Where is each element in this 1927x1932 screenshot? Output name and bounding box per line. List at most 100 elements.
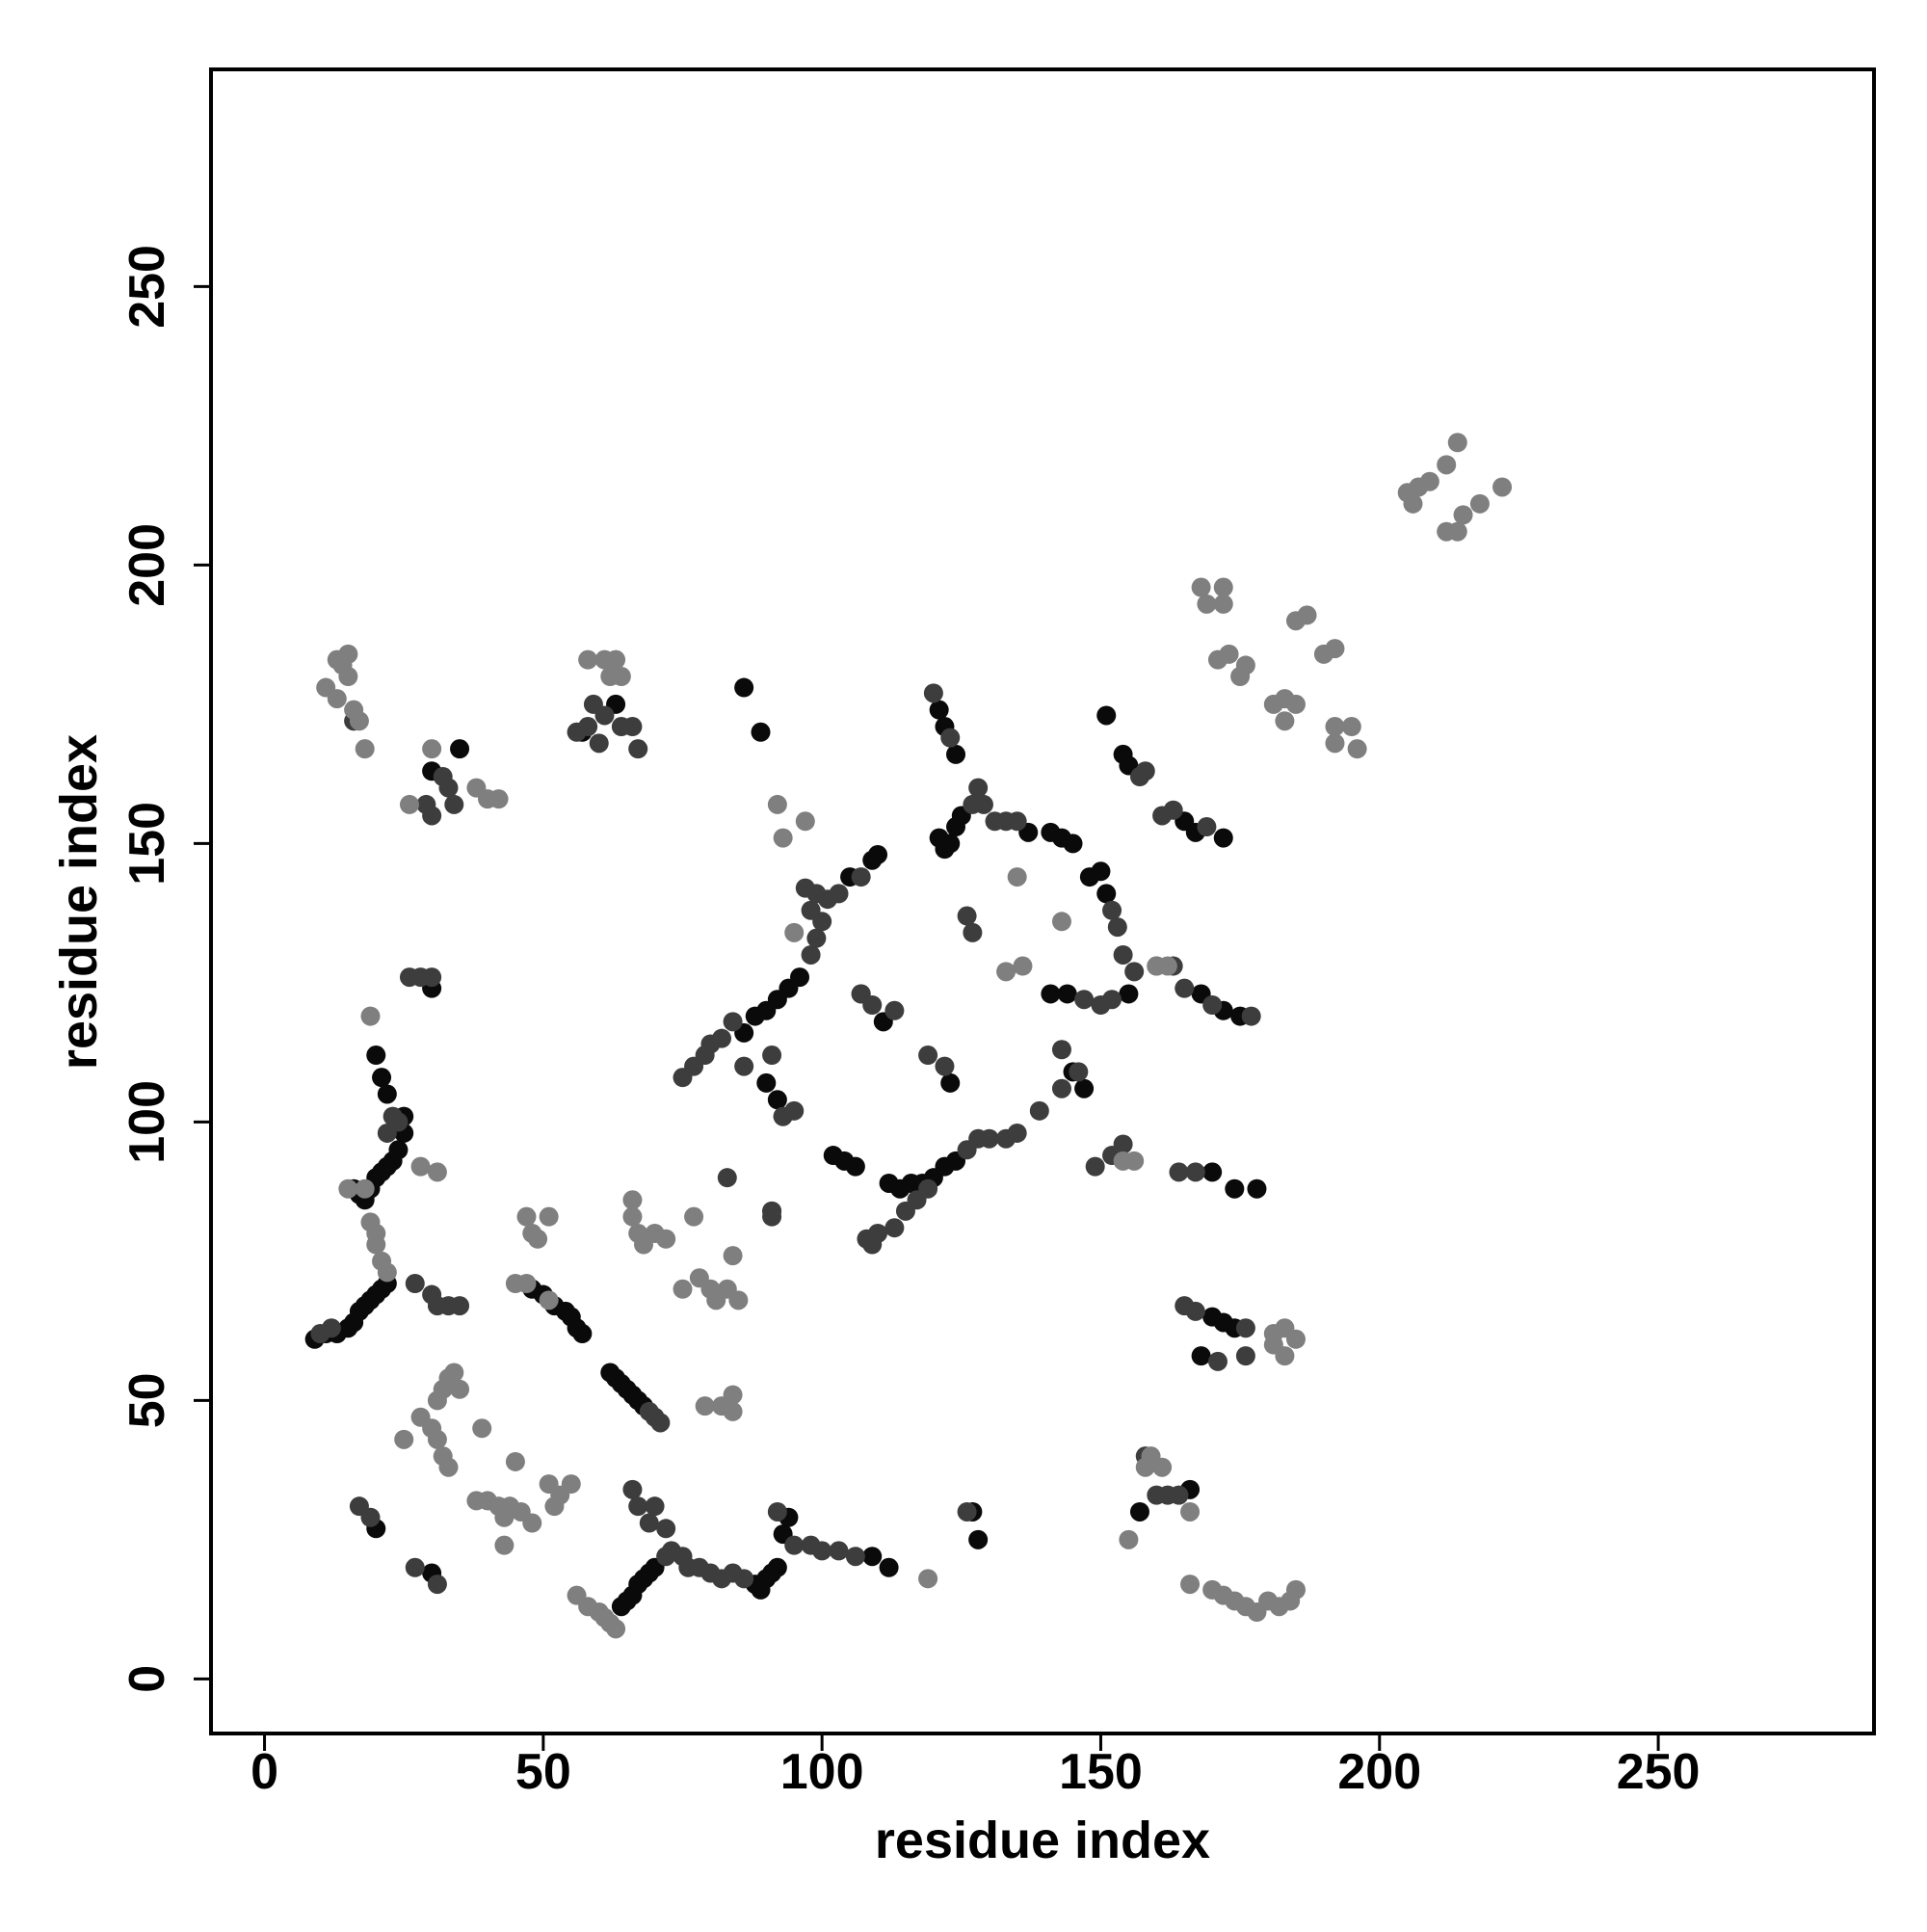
y-tick-label: 50	[119, 1372, 175, 1428]
point	[1185, 1301, 1205, 1321]
point	[472, 1418, 492, 1439]
point	[1447, 433, 1467, 453]
point	[450, 1296, 470, 1316]
point	[1051, 912, 1071, 932]
point	[1051, 1078, 1071, 1098]
point	[1202, 1162, 1223, 1182]
x-tick-label: 100	[780, 1744, 864, 1800]
point	[1285, 1329, 1306, 1349]
point	[1453, 505, 1473, 525]
point	[606, 1619, 626, 1639]
point	[438, 1457, 459, 1477]
point	[918, 1045, 938, 1066]
point	[946, 744, 966, 764]
point	[762, 1201, 782, 1221]
point	[1341, 717, 1361, 737]
point	[1347, 739, 1367, 759]
point	[427, 1575, 447, 1595]
point	[723, 1385, 743, 1405]
point	[1007, 811, 1027, 832]
point	[1157, 956, 1177, 976]
point	[639, 1513, 659, 1533]
point	[845, 1156, 865, 1177]
point	[1135, 761, 1155, 781]
point	[1275, 711, 1295, 731]
point	[1107, 917, 1127, 938]
point	[1213, 828, 1233, 848]
point	[862, 1234, 883, 1255]
point	[1247, 1178, 1267, 1199]
point	[522, 1513, 542, 1533]
point	[1225, 1178, 1245, 1199]
point	[650, 1413, 671, 1433]
point	[723, 1246, 743, 1266]
point	[723, 1012, 743, 1032]
point	[790, 967, 810, 988]
point	[767, 794, 787, 814]
point	[1007, 1123, 1027, 1143]
point	[806, 928, 827, 948]
point	[1069, 1062, 1089, 1082]
point	[751, 722, 771, 742]
point	[1129, 1501, 1149, 1522]
point	[1029, 1100, 1049, 1121]
y-tick-label: 200	[119, 523, 175, 607]
point	[310, 1324, 330, 1344]
point	[963, 922, 983, 942]
point	[734, 1056, 754, 1076]
point	[1213, 594, 1233, 614]
point	[940, 834, 961, 854]
point	[1091, 995, 1111, 1016]
point	[338, 644, 358, 664]
point	[1230, 666, 1251, 686]
point	[578, 649, 598, 670]
point	[388, 1140, 409, 1160]
point	[1202, 995, 1223, 1016]
point	[360, 1006, 381, 1026]
y-tick-label: 100	[119, 1080, 175, 1164]
point	[444, 794, 464, 814]
point	[767, 1501, 787, 1522]
point	[1197, 817, 1217, 837]
point	[349, 711, 369, 731]
x-tick-label: 50	[515, 1744, 571, 1800]
point	[427, 1162, 447, 1182]
point	[394, 1429, 414, 1449]
point	[422, 739, 442, 759]
point	[1437, 455, 1457, 475]
point	[767, 1557, 787, 1577]
point	[366, 1234, 386, 1255]
point	[773, 828, 793, 848]
point	[940, 728, 961, 748]
point	[957, 1501, 977, 1522]
point	[488, 789, 509, 809]
point	[528, 1229, 548, 1249]
point	[656, 1519, 676, 1539]
point	[366, 1045, 386, 1066]
point	[923, 683, 943, 703]
point	[1235, 1318, 1255, 1338]
point	[1325, 717, 1345, 737]
point	[795, 811, 815, 832]
point	[1085, 1156, 1105, 1177]
point	[1051, 1040, 1071, 1060]
point	[695, 1396, 715, 1416]
point	[1013, 956, 1033, 976]
point	[645, 1496, 665, 1517]
point	[879, 1557, 899, 1577]
point	[845, 1547, 865, 1567]
point	[1197, 594, 1217, 614]
point	[561, 1474, 581, 1495]
point	[399, 794, 419, 814]
point	[405, 1273, 425, 1293]
point	[862, 995, 883, 1016]
point	[410, 1156, 431, 1177]
point	[360, 1507, 381, 1527]
point	[973, 794, 993, 814]
point	[1235, 1346, 1255, 1366]
point	[996, 962, 1016, 982]
point	[1102, 900, 1122, 920]
point	[801, 944, 821, 965]
point	[801, 900, 821, 920]
